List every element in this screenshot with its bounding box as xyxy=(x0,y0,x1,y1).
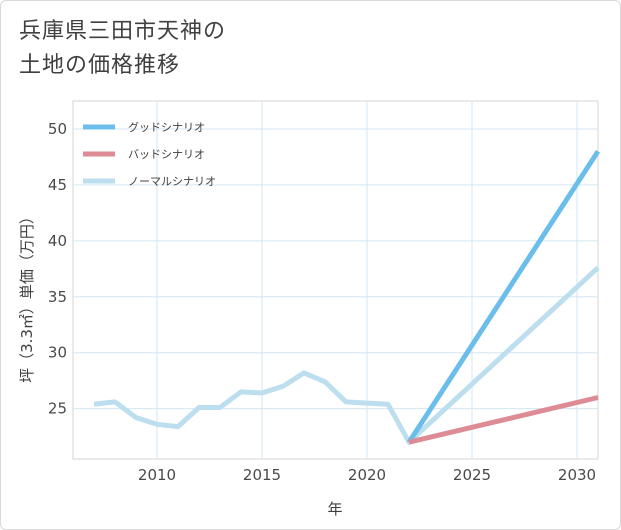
x-tick-label-2015: 2015 xyxy=(243,466,281,484)
y-tick-label-45: 45 xyxy=(48,176,67,194)
chart-title-line-2: 土地の価格推移 xyxy=(19,53,181,78)
y-tick-label-50: 50 xyxy=(48,120,67,138)
x-tick-label-2030: 2030 xyxy=(558,466,596,484)
chart-title-line-1: 兵庫県三田市天神の xyxy=(19,19,227,44)
y-tick-label-40: 40 xyxy=(48,232,67,250)
series-lines xyxy=(93,149,601,445)
legend-label-0: グッドシナリオ xyxy=(128,120,205,134)
x-tick-label-2020: 2020 xyxy=(348,466,386,484)
y-tick-label-30: 30 xyxy=(48,344,67,362)
chart-title: 兵庫県三田市天神の 土地の価格推移 xyxy=(19,15,226,83)
legend-label-2: ノーマルシナリオ xyxy=(128,175,216,188)
x-tick-label-2010: 2010 xyxy=(138,466,176,484)
gridlines xyxy=(73,101,598,459)
plot-area-frame xyxy=(72,100,599,460)
y-tick-label-35: 35 xyxy=(48,288,67,306)
y-tick-label-25: 25 xyxy=(48,400,67,418)
x-tick-label-2025: 2025 xyxy=(453,466,491,484)
series-line-2 xyxy=(93,265,600,445)
legend-label-1: バッドシナリオ xyxy=(128,148,205,161)
y-axis-title: 坪（3.3㎡）単価（万円） xyxy=(18,209,36,383)
x-axis-title: 年 xyxy=(327,500,342,518)
axis-ticks: 25 30 35 40 45 50 2010 2015 2020 2025 2030 xyxy=(48,120,596,484)
series-line-1 xyxy=(408,395,599,445)
series-line-0 xyxy=(406,149,601,444)
